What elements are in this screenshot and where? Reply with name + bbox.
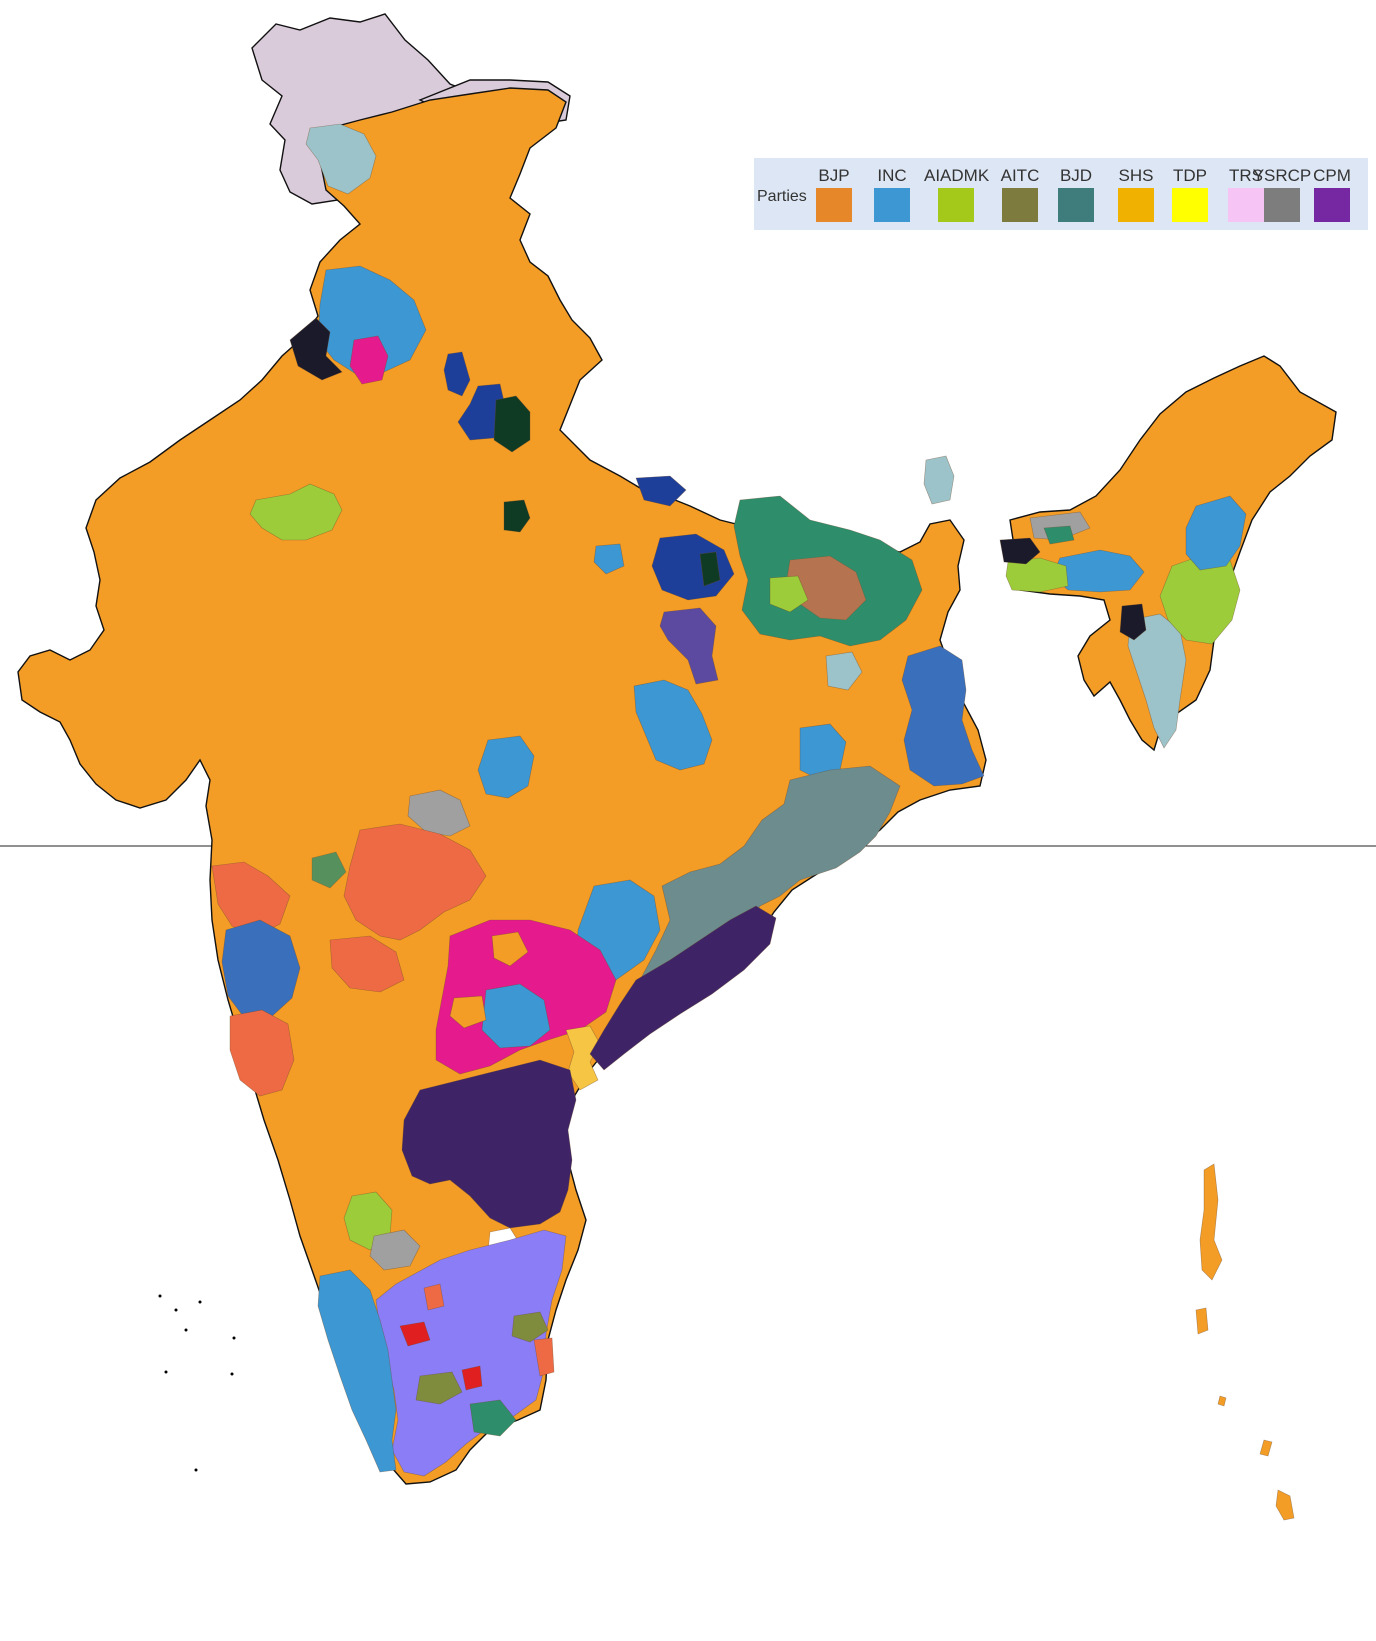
region-bihar-lime [769,575,809,613]
legend-item-trs: TRS [1214,166,1278,222]
legend-swatch [1172,188,1208,222]
region-meghalaya [1005,557,1069,593]
region-tn-coral-2 [423,1283,445,1311]
legend-item-shs: SHS [1104,166,1168,222]
region-up-inc [593,543,625,575]
region-bengal-south [901,645,985,787]
region-himachal-lightblue [305,123,377,195]
legend-item-cpm: CPM [1300,166,1364,222]
legend-label: BJP [818,166,850,185]
legend-swatch [1314,188,1350,222]
region-tn-coral [533,1337,555,1377]
region-delhi-darkgreen [493,395,531,453]
legend-label: CPM [1313,166,1351,185]
region-nepal-border-navy [635,475,687,507]
region-mh-coral-west [211,861,291,937]
region-assam-gray [1029,511,1091,541]
region-mp-inc-2 [477,735,535,799]
region-andaman-south [1195,1307,1209,1335]
legend-label: TDP [1173,166,1207,185]
legend-swatch [1228,188,1264,222]
legend-swatch [1264,188,1300,222]
legend-label: BJD [1059,166,1093,185]
legend-item-aiadmk: AIADMK [924,166,990,222]
region-goa-coral [229,1009,295,1097]
region-mh-gray [407,789,471,837]
region-mp-inc-1 [633,679,713,771]
region-up-slate [659,607,719,685]
legend-swatch [1118,188,1154,222]
legend-title: Parties [757,188,807,205]
region-ap-interior-purple [401,1059,577,1229]
region-kerala-inc [317,1269,397,1473]
legend-swatch [938,188,974,222]
legend-label: TRS [1229,166,1263,185]
legend-item-tdp: TDP [1158,166,1222,222]
region-tn-teal [469,1399,517,1437]
region-rajasthan-lime [249,483,343,541]
region-up-darkgreen [699,551,721,587]
legend-item-bjp: BJP [802,166,866,222]
region-sikkim [923,455,955,505]
region-telangana-inc [481,983,551,1049]
region-nicobar-3 [1217,1395,1227,1407]
region-tn-olive-2 [415,1371,463,1405]
region-jharkhand-lightblue [825,651,863,691]
party-legend: Parties BJP INC AIADMK AITC BJD SHS TDP … [754,158,1368,230]
legend-label: INC [877,166,907,185]
region-mh-steelblue [221,919,301,1021]
region-assam-teal [1043,525,1075,545]
region-black-tripura [1119,603,1147,641]
legend-swatch [816,188,852,222]
legend-item-ysrcp: YSRCP [1250,166,1314,222]
region-delhi-navy [457,383,507,441]
legend-label: AITC [1000,166,1040,185]
legend-item-bjd: BJD [1044,166,1108,222]
legend-item-aitc: AITC [988,166,1052,222]
region-tn-red-2 [461,1365,483,1391]
region-mh-coral-north [343,823,487,941]
region-mh-teal [311,851,347,889]
legend-swatch [1058,188,1094,222]
legend-label: YSRCP [1252,166,1312,185]
legend-label: SHS [1118,166,1154,185]
region-nicobar-2 [1275,1489,1295,1521]
region-haryana-navy [443,351,471,397]
legend-label: AIADMK [924,166,990,185]
region-telangana-orange [491,931,529,967]
region-tn-red [399,1321,431,1347]
region-ka-gray [369,1229,421,1271]
lakshadweep-islands [158,1294,236,1472]
region-nagaland-inc [1185,495,1247,571]
region-andaman-north [1199,1163,1223,1281]
region-nicobar-1 [1259,1439,1273,1457]
legend-swatch [1002,188,1038,222]
region-ap-yellow [565,1025,601,1091]
region-up-navy [651,533,735,601]
legend-swatch [874,188,910,222]
region-telangana-orange-2 [449,995,487,1029]
region-punjab-magenta [349,335,389,385]
region-tn-olive [511,1311,549,1343]
legend-item-inc: INC [860,166,924,222]
region-punjab-black [289,317,343,381]
region-up-darkgreen-2 [503,499,531,533]
region-black-ne [999,537,1041,565]
region-ap-coast-purple [589,905,777,1071]
region-mh-coral-central [329,935,405,993]
